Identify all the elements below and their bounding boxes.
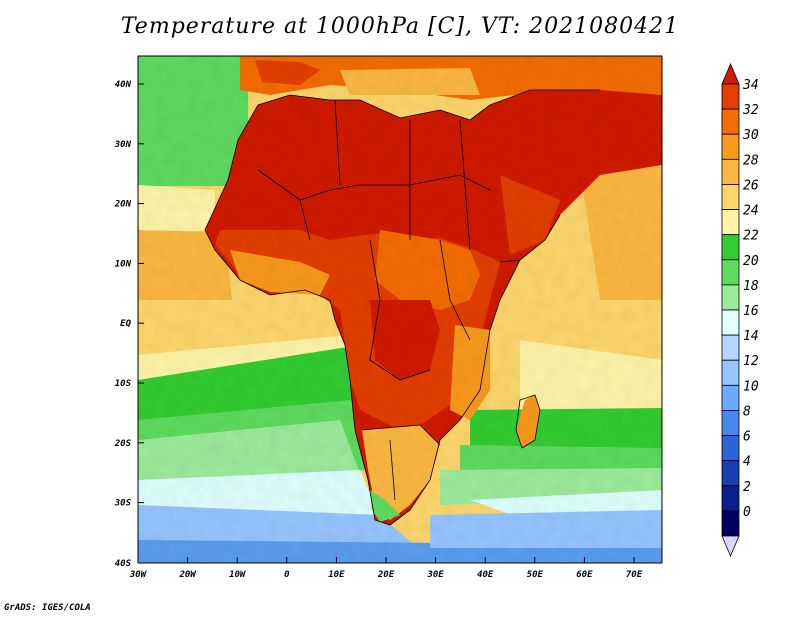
colorbar-swatch: [721, 83, 740, 110]
colorbar-level-label: 24: [743, 204, 759, 219]
lat-tick-label: 40S: [115, 559, 132, 569]
colorbar-swatch: [721, 259, 740, 286]
colorbar-level-label: 14: [743, 329, 759, 344]
colorbar-swatch: [721, 108, 740, 135]
colorbar-level-label: 2: [743, 480, 751, 495]
lon-tick-label: 50E: [527, 570, 544, 580]
colorbar-swatch: [721, 309, 740, 336]
colorbar-level-label: 18: [743, 279, 759, 294]
colorbar-swatch: [721, 460, 740, 487]
colorbar-level-label: 30: [742, 128, 759, 143]
lat-tick-label: 20S: [114, 439, 132, 449]
colorbar-bottom-arrow: [721, 535, 740, 558]
colorbar-swatch: [721, 158, 740, 185]
lon-tick-label: 60E: [576, 570, 593, 580]
lon-tick-label: 0: [284, 570, 290, 580]
lat-tick-label: 40N: [115, 80, 132, 90]
colorbar-level-label: 26: [743, 178, 759, 193]
lon-tick-label: 10E: [328, 570, 345, 580]
colorbar-swatch: [721, 133, 740, 160]
colorbar-level-label: 16: [743, 304, 759, 319]
field-texture: [138, 56, 662, 563]
colorbar-level-label: 20: [743, 254, 759, 269]
colorbar-level-label: 32: [742, 103, 759, 118]
map-field: [138, 56, 662, 563]
colorbar-level-label: 34: [742, 78, 759, 93]
lat-tick-label: 30S: [114, 499, 132, 509]
colorbar-level-label: 12: [743, 354, 759, 369]
colorbar-swatch: [721, 435, 740, 462]
colorbar-swatch: [721, 234, 740, 261]
colorbar-swatch: [721, 184, 740, 210]
colorbar-level-label: 10: [743, 379, 759, 394]
lon-tick-label: 30E: [426, 570, 444, 580]
credit-text: GrADS: IGES/COLA: [4, 603, 91, 613]
map-title: Temperature at 1000hPa [C], VT: 20210804…: [120, 14, 680, 39]
colorbar-level-label: 28: [743, 153, 759, 168]
colorbar-level-label: 8: [743, 404, 751, 419]
colorbar-swatch: [721, 410, 740, 436]
colorbar-swatch: [721, 209, 740, 236]
lat-tick-label: 10N: [115, 259, 132, 269]
colorbar-swatch: [721, 359, 740, 386]
lon-tick-label: 70E: [626, 570, 643, 580]
plot-frame: [137, 55, 663, 564]
colorbar-top-arrow: [721, 62, 740, 85]
lon-tick-label: 40E: [477, 570, 494, 580]
lon-tick-label: 20W: [178, 570, 197, 580]
lon-tick-label: 30W: [129, 570, 148, 580]
colorbar-level-label: 4: [743, 455, 751, 470]
lon-tick-label: 20E: [377, 570, 395, 580]
colorbar-swatch: [721, 384, 740, 411]
lat-tick-label: 20N: [114, 200, 132, 210]
lon-tick-label: 10W: [229, 570, 247, 580]
colorbar-swatch: [721, 334, 740, 361]
colorbar-swatch: [721, 284, 740, 311]
colorbar-swatch: [721, 510, 740, 537]
colorbar-level-label: 6: [743, 430, 751, 445]
lat-tick-label: 10S: [115, 379, 132, 389]
colorbar-level-label: 22: [743, 229, 759, 244]
colorbar-swatch: [721, 485, 740, 512]
colorbar-level-label: 0: [743, 505, 751, 520]
lat-tick-label: 30N: [114, 140, 132, 150]
lat-tick-label: EQ: [120, 319, 131, 329]
